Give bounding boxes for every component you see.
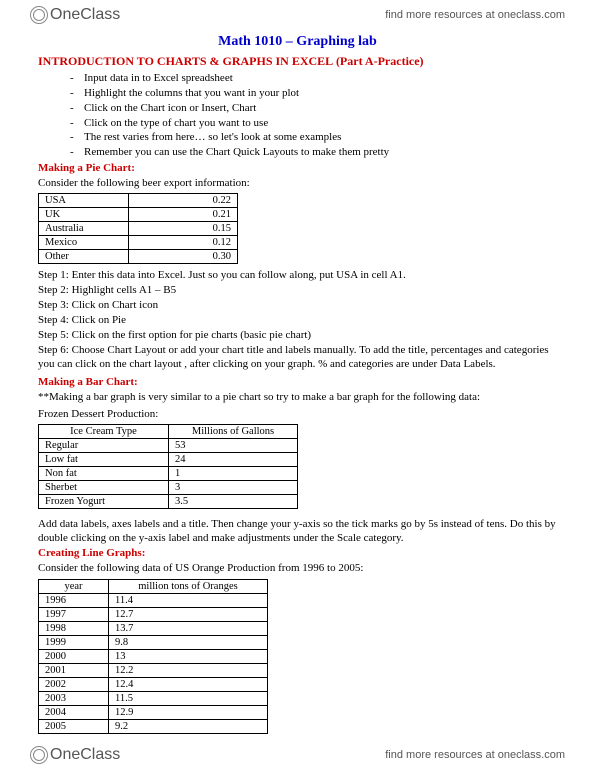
table-row: 19999.8 — [39, 635, 268, 649]
table-row: 200112.2 — [39, 663, 268, 677]
line-heading: Creating Line Graphs: — [38, 547, 557, 559]
table-row: 199813.7 — [39, 621, 268, 635]
bar-note: Add data labels, axes labels and a title… — [38, 517, 557, 546]
footer-tagline[interactable]: find more resources at oneclass.com — [385, 749, 565, 761]
pie-lead: Consider the following beer export infor… — [38, 176, 557, 190]
table-row: UK0.21 — [39, 208, 238, 222]
list-item: Input data in to Excel spreadsheet — [84, 71, 557, 86]
pie-steps: Step 1: Enter this data into Excel. Just… — [38, 268, 557, 372]
list-item: The rest varies from here… so let's look… — [84, 130, 557, 145]
intro-bullet-list: Input data in to Excel spreadsheet Highl… — [38, 71, 557, 160]
step-line: Step 2: Highlight cells A1 – B5 — [38, 283, 557, 298]
table-header-row: Ice Cream Type Millions of Gallons — [39, 424, 298, 438]
table-row: 200311.5 — [39, 691, 268, 705]
list-item: Remember you can use the Chart Quick Lay… — [84, 145, 557, 160]
table-row: USA0.22 — [39, 194, 238, 208]
table-row: 199611.4 — [39, 593, 268, 607]
logo-icon — [30, 746, 48, 764]
header-bar: OneClass find more resources at oneclass… — [0, 0, 595, 30]
logo-icon — [30, 6, 48, 24]
list-item: Click on the type of chart you want to u… — [84, 116, 557, 131]
table-row: 200212.4 — [39, 677, 268, 691]
table-row: Low fat24 — [39, 452, 298, 466]
table-row: 200013 — [39, 649, 268, 663]
orange-table: year million tons of Oranges 199611.4 19… — [38, 579, 268, 734]
intro-heading: INTRODUCTION TO CHARTS & GRAPHS IN EXCEL — [38, 54, 333, 68]
footer-logo-text: OneClass — [50, 746, 120, 764]
table-row: 20059.2 — [39, 719, 268, 733]
line-lead: Consider the following data of US Orange… — [38, 561, 557, 575]
table-row: Frozen Yogurt3.5 — [39, 494, 298, 508]
intro-part: (Part A-Practice) — [336, 54, 424, 68]
bar-subtitle: Frozen Dessert Production: — [38, 407, 557, 421]
step-line: Step 4: Click on Pie — [38, 313, 557, 328]
step-line: Step 5: Click on the first option for pi… — [38, 328, 557, 343]
list-item: Highlight the columns that you want in y… — [84, 86, 557, 101]
dessert-table: Ice Cream Type Millions of Gallons Regul… — [38, 424, 298, 509]
table-header-row: year million tons of Oranges — [39, 579, 268, 593]
list-item: Click on the Chart icon or Insert, Chart — [84, 101, 557, 116]
step-line: Step 3: Click on Chart icon — [38, 298, 557, 313]
pie-heading: Making a Pie Chart: — [38, 162, 557, 174]
table-row: Other0.30 — [39, 250, 238, 264]
table-row: Australia0.15 — [39, 222, 238, 236]
step-line: Step 1: Enter this data into Excel. Just… — [38, 268, 557, 283]
table-row: Regular53 — [39, 438, 298, 452]
step-line: Step 6: Choose Chart Layout or add your … — [38, 343, 557, 373]
table-row: Non fat1 — [39, 466, 298, 480]
beer-export-table: USA0.22 UK0.21 Australia0.15 Mexico0.12 … — [38, 193, 238, 264]
table-row: Sherbet3 — [39, 480, 298, 494]
header-tagline[interactable]: find more resources at oneclass.com — [385, 9, 565, 21]
table-row: 199712.7 — [39, 607, 268, 621]
bar-heading: Making a Bar Chart: — [38, 376, 557, 388]
page-title: Math 1010 – Graphing lab — [38, 34, 557, 50]
table-row: Mexico0.12 — [39, 236, 238, 250]
table-row: 200412.9 — [39, 705, 268, 719]
footer-bar: OneClass find more resources at oneclass… — [0, 740, 595, 770]
footer-logo[interactable]: OneClass — [30, 746, 120, 764]
document-body: Math 1010 – Graphing lab INTRODUCTION TO… — [0, 30, 595, 756]
logo-text: OneClass — [50, 6, 120, 24]
intro-heading-line: INTRODUCTION TO CHARTS & GRAPHS IN EXCEL… — [38, 54, 557, 69]
logo[interactable]: OneClass — [30, 6, 120, 24]
bar-lead: **Making a bar graph is very similar to … — [38, 390, 557, 404]
